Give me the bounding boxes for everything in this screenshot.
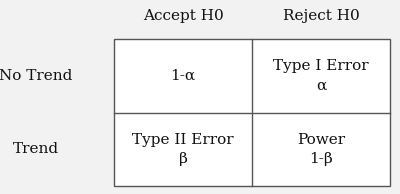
Text: Type II Error
β: Type II Error β (132, 133, 234, 166)
Text: Trend: Trend (13, 142, 59, 156)
Bar (114, 39, 390, 186)
Text: Accept H0: Accept H0 (143, 10, 223, 23)
Text: Type I Error
α: Type I Error α (273, 59, 369, 92)
Text: 1-α: 1-α (170, 69, 196, 83)
Text: Reject H0: Reject H0 (283, 10, 359, 23)
Text: No Trend: No Trend (0, 69, 73, 83)
Text: Power
1-β: Power 1-β (297, 133, 345, 166)
